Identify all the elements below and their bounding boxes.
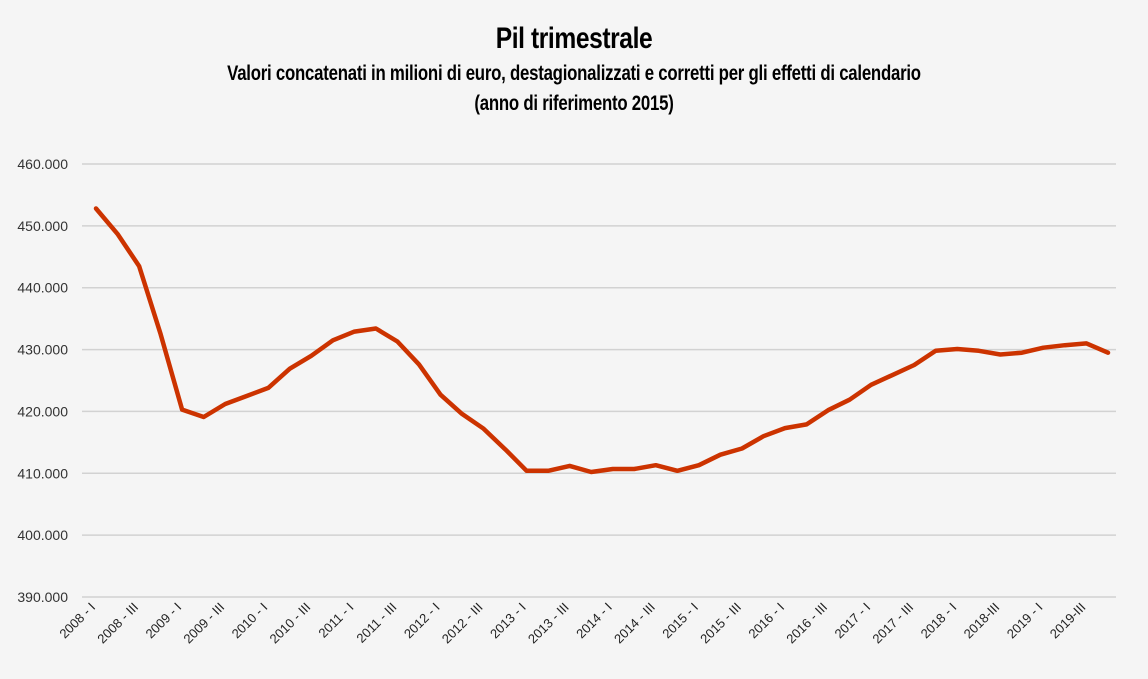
- x-tick-label: 2012 - III: [439, 600, 486, 647]
- y-tick-label: 390.000: [17, 589, 68, 605]
- series-line-pil: [93, 206, 1111, 475]
- x-tick-label: 2018-III: [961, 600, 1003, 642]
- x-tick-label: 2010 - I: [229, 600, 271, 642]
- x-tick-label: 2015 - I: [659, 600, 701, 642]
- y-tick-label: 450.000: [17, 218, 68, 234]
- x-tick-label: 2009 - I: [142, 600, 184, 642]
- title-block: Pil trimestrale Valori concatenati in mi…: [0, 22, 1148, 116]
- x-tick-label: 2019 - I: [1004, 600, 1046, 642]
- x-tick-label: 2012 - I: [401, 600, 443, 642]
- y-tick-label: 420.000: [17, 403, 68, 419]
- x-tick-label: 2016 - III: [783, 600, 830, 647]
- x-tick-label: 2010 - III: [267, 600, 314, 647]
- x-tick-label: 2009 - III: [180, 600, 227, 647]
- x-tick-label: 2013 - III: [525, 600, 572, 647]
- x-tick-label: 2014 - III: [611, 600, 658, 647]
- y-tick-label: 410.000: [17, 465, 68, 481]
- x-tick-label: 2011 - I: [315, 600, 356, 641]
- x-tick-label: 2008 - III: [94, 600, 141, 647]
- chart-subtitle-reference-year: (anno di riferimento 2015): [474, 92, 674, 115]
- x-tick-label: 2015 - III: [697, 600, 744, 647]
- x-tick-label: 2013 - I: [487, 600, 529, 642]
- chart-subtitle: Valori concatenati in milioni di euro, d…: [227, 62, 921, 85]
- x-tick-label: 2019-III: [1047, 600, 1089, 642]
- x-tick-label: 2017 - III: [869, 600, 916, 647]
- y-tick-label: 440.000: [17, 280, 68, 296]
- y-tick-label: 430.000: [17, 342, 68, 358]
- chart-title: Pil trimestrale: [495, 22, 653, 55]
- x-tick-label: 2017 - I: [831, 600, 873, 642]
- y-tick-label: 460.000: [17, 156, 68, 172]
- x-tick-label: 2008 - I: [56, 600, 98, 642]
- x-tick-label: 2014 - I: [573, 600, 615, 642]
- x-tick-label: 2018 - I: [918, 600, 960, 642]
- x-tick-label: 2011 - III: [353, 600, 399, 646]
- y-tick-label: 400.000: [17, 527, 68, 543]
- x-tick-label: 2016 - I: [745, 600, 787, 642]
